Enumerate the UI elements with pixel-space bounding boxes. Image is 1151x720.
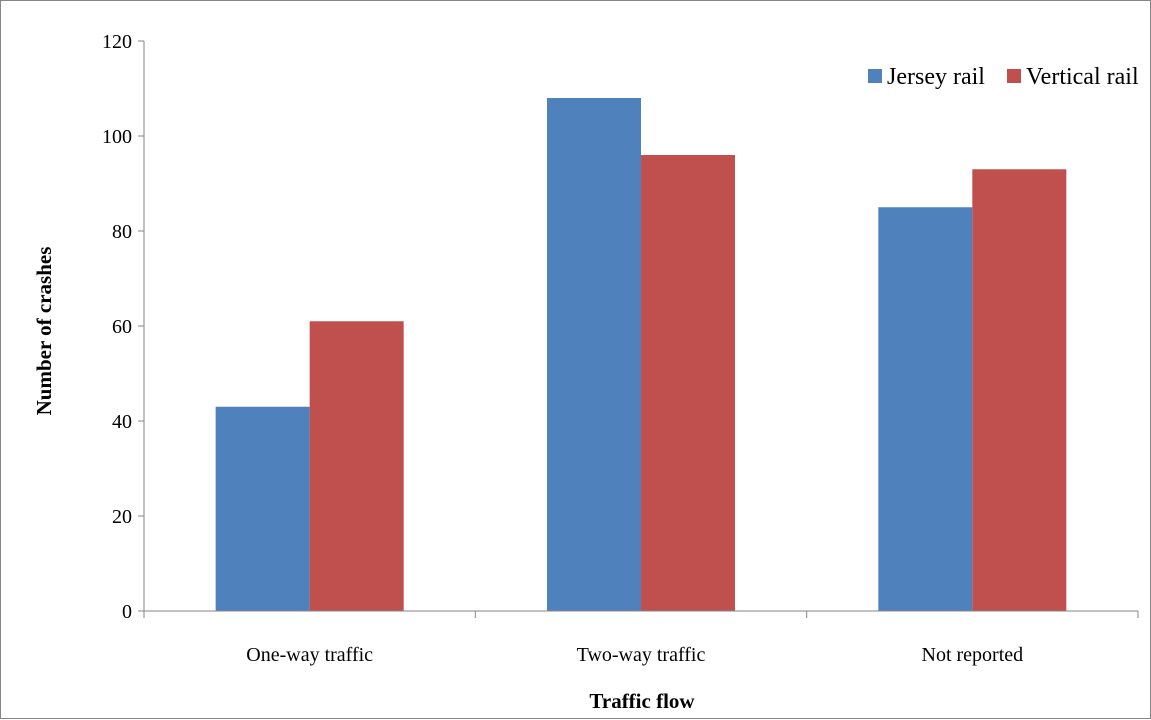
legend-label-vertical-rail: Vertical rail [1026, 64, 1139, 90]
y-axis-title: Number of crashes [32, 247, 56, 416]
x-axis-title: Traffic flow [589, 689, 695, 713]
y-tick-label: 80 [112, 221, 132, 243]
y-tick-label: 60 [112, 316, 132, 338]
x-tick-label: Two-way traffic [577, 644, 706, 666]
y-tick-label: 40 [112, 411, 132, 433]
bar-vertical-rail-2 [641, 155, 735, 611]
legend-swatch-jersey-rail [868, 69, 882, 83]
y-tick-label: 100 [102, 126, 132, 148]
x-tick-labels: One-way traffic Two-way traffic Not report… [246, 644, 1023, 666]
legend-swatch-vertical-rail [1007, 69, 1021, 83]
y-tick-label: 20 [112, 506, 132, 528]
x-tick-label: Not reported [922, 644, 1024, 666]
bar-jersey-rail-2 [547, 98, 641, 611]
legend: Jersey rail Vertical rail [868, 64, 1139, 90]
axes-group [138, 40, 1139, 618]
bar-jersey-rail-1 [215, 406, 310, 611]
bar-vertical-rail-3 [972, 169, 1067, 611]
legend-label-jersey-rail: Jersey rail [887, 64, 985, 90]
x-tick-label: One-way traffic [246, 644, 373, 666]
y-tick-label: 120 [102, 31, 132, 53]
y-tick-labels: 0 20 40 60 80 100 120 [102, 31, 132, 623]
bar-vertical-rail-1 [309, 321, 404, 611]
bar-jersey-rail-3 [878, 207, 973, 611]
y-tick-label: 0 [122, 601, 132, 623]
bars-group [215, 98, 1067, 611]
